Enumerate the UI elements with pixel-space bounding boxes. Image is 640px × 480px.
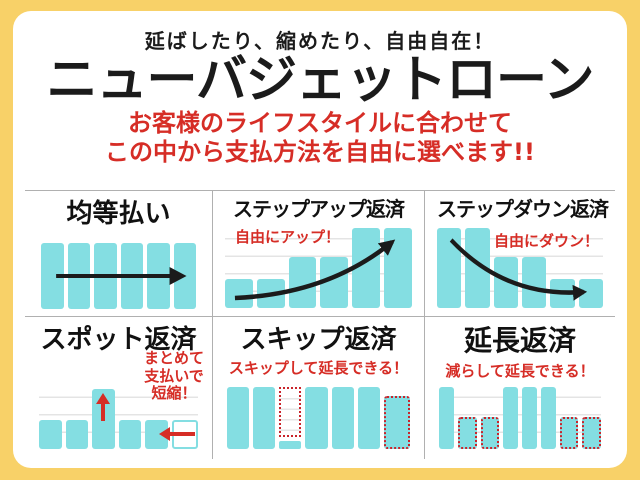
subtitle-line-1: お客様のライフスタイルに合わせて [128,109,512,138]
panel-title-skip: スキップ返済 [240,325,397,355]
bar-solid [39,420,62,449]
bar-solid [227,387,250,449]
bar-solid [288,257,317,308]
bar-solid [522,387,537,449]
panel-title-step-down: ステップダウン返済 [437,197,609,221]
step-up-note: 自由にアップ！ [235,228,341,246]
bar-dotted [559,416,579,449]
bar-solid [331,387,354,449]
panel-spot: スポット返済 まとめて 支払いで 短縮！ [25,317,213,459]
bars-skip [227,387,410,449]
subtitle-line-2: この中から支払方法を自由に選べます!! [105,138,535,167]
bar-dotted [457,416,477,449]
spot-note-line-1: まとめて [143,349,204,367]
extend-chart [439,387,601,449]
bar-dotted [582,416,601,449]
panel-title-extend: 延長返済 [463,324,576,357]
bar-solid [305,387,328,449]
step-down-note: 自由にダウン！ [493,232,599,250]
spot-note-line-2: 支払いで [144,366,204,385]
panel-step-up: ステップアップ返済 自由にアップ！ [213,191,425,317]
curve-up-arrow [234,239,396,301]
panel-step-down: ステップダウン返済 自由にダウン！ [425,191,615,317]
bar-solid [503,387,518,449]
extend-note: 減らして延長できる！ [445,362,595,380]
panel-equal-payment: 均等払い [25,191,213,317]
tagline: 延ばしたり、縮めたり、自由自在！ [144,29,496,53]
subtitle: お客様のライフスタイルに合わせて この中から支払方法を自由に選べます!! [13,109,627,168]
panel-title-step-up: ステップアップ返済 [233,197,405,221]
bar-solid [540,387,556,449]
step-down-chart: 自由にダウン！ [437,226,603,308]
bar-spot-tall [92,389,115,449]
skip-chart [227,387,410,449]
red-left-arrow [170,431,195,436]
panel-skip: スキップ返済 スキップして延長できる！ [213,317,425,459]
bar-solid [253,387,276,449]
step-up-chart: 自由にアップ！ [225,226,412,308]
bar-solid [65,420,88,449]
curve-down-arrow [449,238,588,301]
bar-solid [437,228,462,308]
panel-title-equal: 均等払い [66,199,171,229]
bar-skipped [279,387,302,449]
skipped-bar-stub [279,440,302,449]
main-title: ニューバジェットローン [46,51,595,110]
skip-note: スキップして延長できる！ [228,359,409,377]
panel-title-spot: スポット返済 [40,325,197,355]
bar-solid [439,387,454,449]
straight-right-arrow [56,267,187,285]
bar-solid [41,243,64,309]
bar-dotted [383,395,410,449]
spot-note-line-3: 短縮！ [151,384,197,403]
bars-step-down [437,226,603,308]
panel-extend: 延長返済 減らして延長できる！ [425,317,615,459]
skipped-bar-ghost [279,387,302,437]
spot-chart [39,389,198,449]
spot-note: まとめて 支払いで 短縮！ [143,349,204,403]
bar-solid [521,257,547,308]
payment-options-grid: 均等払い ステップアップ返済 自由にアップ！ [25,190,615,459]
flyer-board: 延ばしたり、縮めたり、自由自在！ ニューバジェットローン お客様のライフスタイル… [13,11,627,468]
bar-solid [118,420,141,449]
bar-solid [225,279,253,308]
bar-solid [357,387,380,449]
equal-payment-chart [41,243,196,309]
bar-dotted [480,416,500,449]
bars-extend [439,387,601,449]
